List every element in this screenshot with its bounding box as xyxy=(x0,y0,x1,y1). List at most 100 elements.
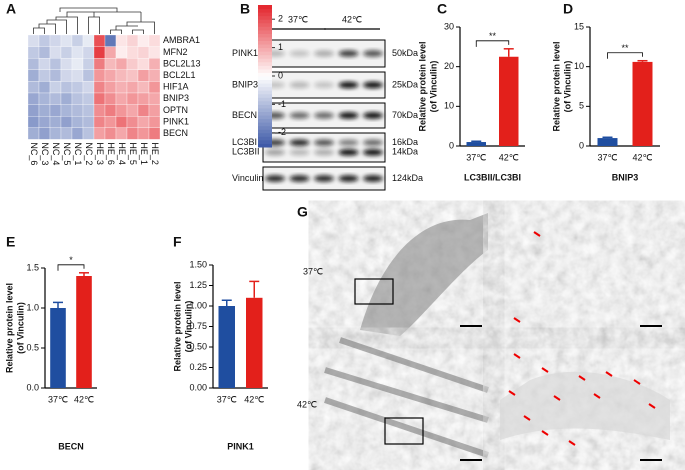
colorbar-segment xyxy=(258,132,272,137)
colorbar-segment xyxy=(258,122,272,127)
x-axis-label: BNIP3 xyxy=(612,172,639,182)
bar xyxy=(218,306,235,388)
heat-cell xyxy=(71,104,84,117)
x-tick-label: 42℃ xyxy=(632,152,652,162)
band xyxy=(363,149,383,156)
x-tick-label: 42℃ xyxy=(244,394,264,404)
heat-cell xyxy=(148,46,161,59)
band xyxy=(289,149,310,156)
column-label: NC_3 xyxy=(40,142,50,165)
y-tick-label: 1.25 xyxy=(189,280,207,290)
colorbar-segment xyxy=(258,129,272,134)
column-label: HE_3 xyxy=(95,142,105,165)
heat-cell xyxy=(60,58,73,70)
band xyxy=(338,50,359,57)
colorbar-segment xyxy=(258,54,272,59)
condition-label: 42℃ xyxy=(297,399,317,409)
heat-cell xyxy=(49,104,62,117)
heat-cell xyxy=(148,34,161,47)
column-label: NC_1 xyxy=(73,142,83,165)
band xyxy=(314,112,334,119)
column-label: NC_4 xyxy=(51,142,61,165)
bar xyxy=(76,276,92,388)
heat-cell xyxy=(93,34,106,47)
colorbar-segment xyxy=(258,79,272,84)
heat-cell xyxy=(126,58,139,70)
heat-cell xyxy=(82,34,95,47)
row-label: PINK1 xyxy=(163,116,189,126)
y-axis-label: (of Vinculin) xyxy=(562,61,572,113)
band xyxy=(363,81,383,89)
x-tick-label: 42℃ xyxy=(74,394,94,404)
heat-cell xyxy=(71,116,84,128)
colorbar-label: 0 xyxy=(278,70,283,80)
heat-cell xyxy=(126,46,139,59)
band xyxy=(338,139,359,146)
significance-bracket xyxy=(607,52,643,59)
colorbar-segment xyxy=(258,93,272,98)
band xyxy=(363,139,383,146)
y-tick-label: 5 xyxy=(579,101,584,111)
colorbar-segment xyxy=(258,36,272,41)
colorbar-label: -1 xyxy=(278,99,286,109)
arrow xyxy=(508,353,656,446)
heat-cell xyxy=(104,81,117,94)
heat-cell xyxy=(82,92,95,105)
heat-cell xyxy=(104,69,117,82)
colorbar-segment xyxy=(258,8,272,13)
vacuole-region xyxy=(500,371,670,440)
y-tick-label: 0.75 xyxy=(189,321,207,331)
heat-cell xyxy=(104,104,117,117)
colorbar-segment xyxy=(258,26,272,31)
bar xyxy=(50,308,66,388)
protein-label: LC3BII xyxy=(232,147,260,157)
y-tick-label: 1.5 xyxy=(26,262,39,272)
colorbar-segment xyxy=(258,5,272,10)
heat-cell xyxy=(82,104,95,117)
heat-cell xyxy=(38,46,51,59)
band xyxy=(338,81,359,89)
heat-cell xyxy=(93,127,106,140)
x-tick-label: 37℃ xyxy=(466,152,486,162)
heat-cell xyxy=(71,46,84,59)
heat-cell xyxy=(27,127,40,140)
heat-cell xyxy=(115,116,128,128)
blot-box xyxy=(262,132,386,163)
colorbar-segment xyxy=(258,97,272,102)
colorbar-segment xyxy=(258,44,272,49)
heat-cell xyxy=(126,34,139,47)
bar xyxy=(499,56,519,146)
heat-cell xyxy=(82,69,95,82)
inset-box xyxy=(384,417,424,445)
heat-cell xyxy=(82,58,95,70)
heat-cell xyxy=(126,92,139,105)
colorbar-segment xyxy=(258,115,272,120)
colorbar-segment xyxy=(258,29,272,34)
heat-cell xyxy=(60,104,73,117)
bar xyxy=(466,142,486,146)
band xyxy=(338,149,359,156)
size-label: 14kDa xyxy=(392,147,418,157)
heat-cell xyxy=(27,116,40,128)
arrow xyxy=(513,231,541,323)
colorbar-segment xyxy=(258,139,272,144)
colorbar-segment xyxy=(258,51,272,56)
column-label: HE_1 xyxy=(139,142,149,165)
heat-cell xyxy=(115,58,128,70)
heat-cell xyxy=(38,81,51,94)
heat-cell xyxy=(38,127,51,140)
heat-cell xyxy=(148,81,161,94)
heat-cell xyxy=(126,127,139,140)
column-label: NC_6 xyxy=(29,142,39,165)
group-label: 42℃ xyxy=(342,14,362,24)
heat-cell xyxy=(38,34,51,47)
panel-letter: B xyxy=(240,1,250,17)
heat-cell xyxy=(148,116,161,128)
y-tick-label: 10 xyxy=(444,101,454,111)
band xyxy=(363,175,383,182)
panel-letter: G xyxy=(297,204,308,220)
colorbar-segment xyxy=(258,111,272,116)
colorbar-segment xyxy=(258,136,272,141)
heat-cell xyxy=(148,127,161,140)
